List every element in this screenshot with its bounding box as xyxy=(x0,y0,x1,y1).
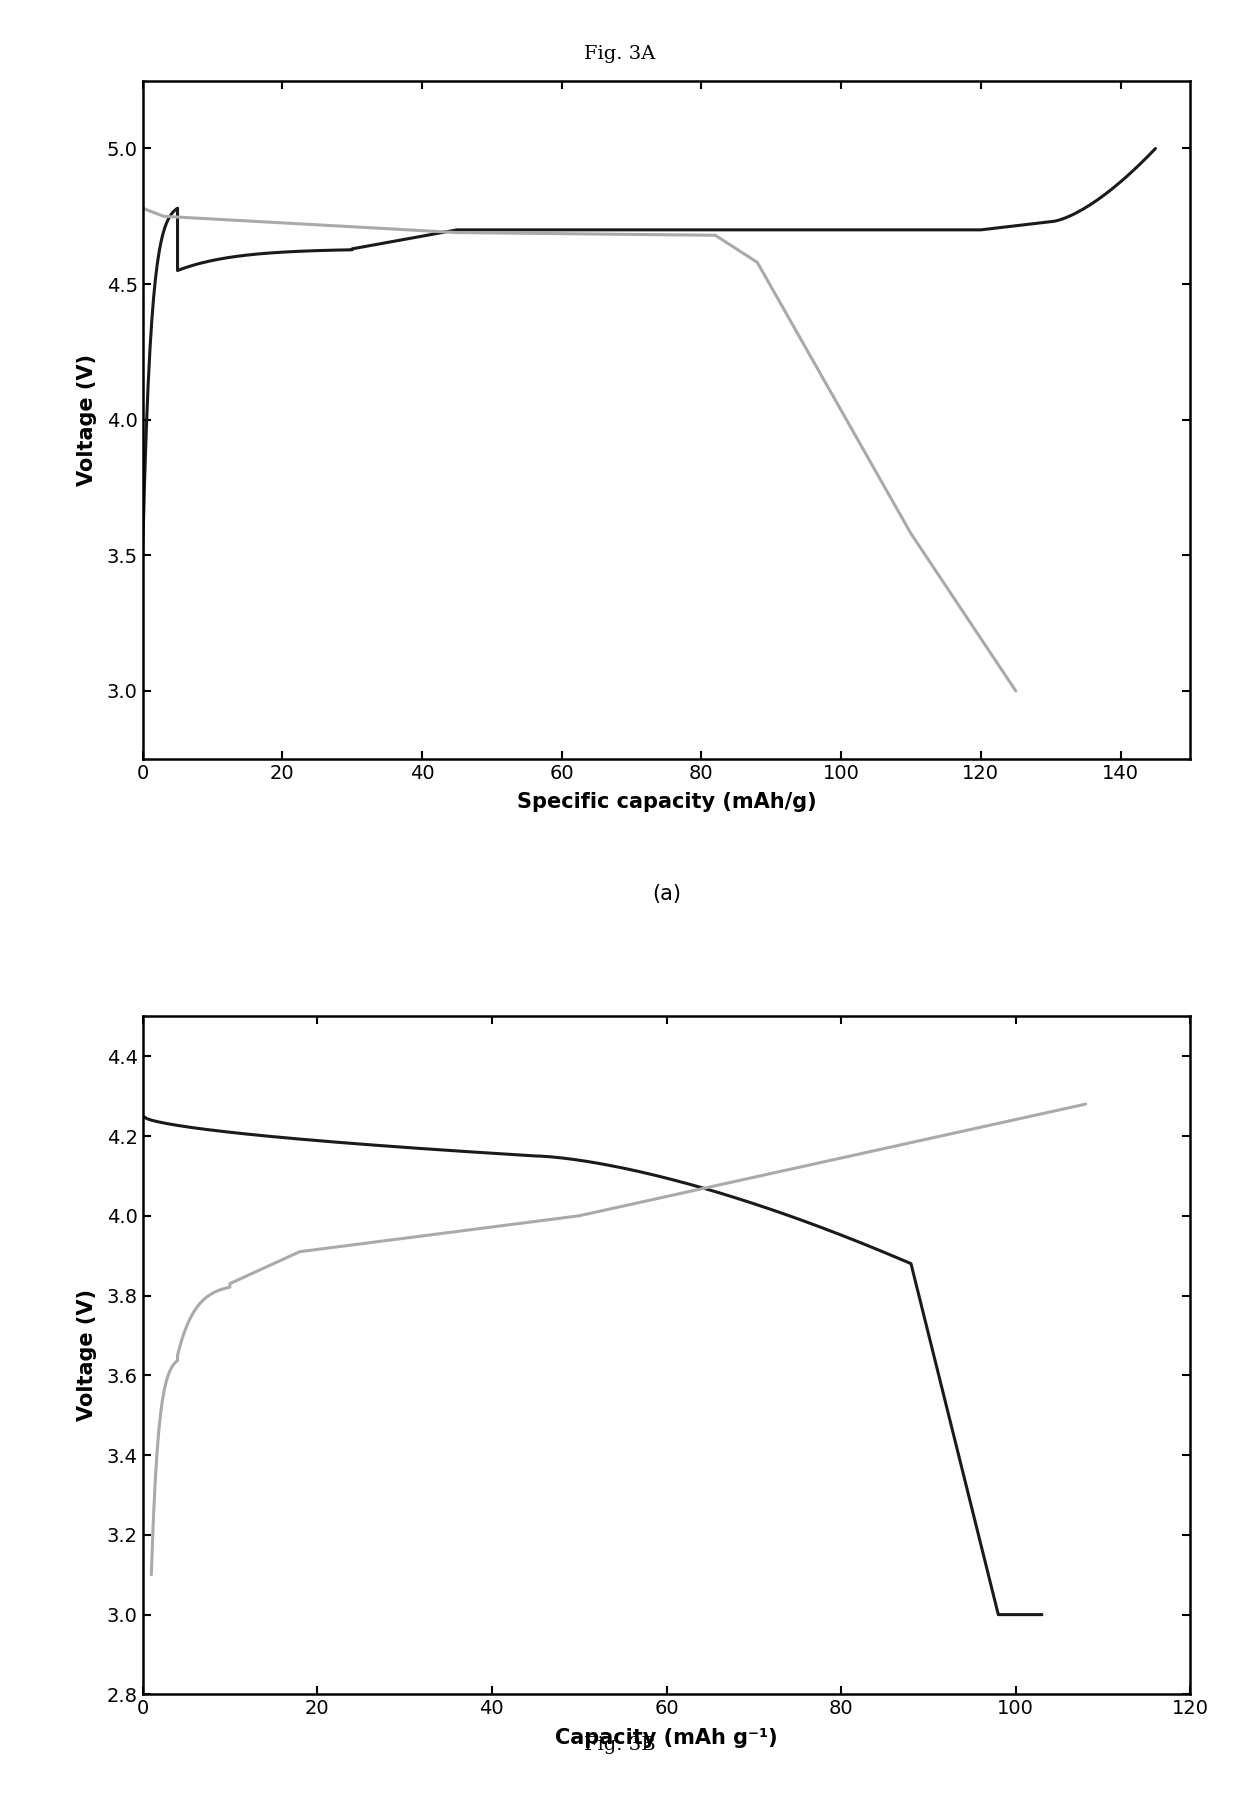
Text: Fig. 3A: Fig. 3A xyxy=(584,45,656,63)
Y-axis label: Voltage (V): Voltage (V) xyxy=(77,1289,97,1422)
Text: Fig. 3B: Fig. 3B xyxy=(584,1736,656,1754)
Text: (a): (a) xyxy=(652,884,681,904)
Y-axis label: Voltage (V): Voltage (V) xyxy=(77,353,97,486)
X-axis label: Capacity (mAh g⁻¹): Capacity (mAh g⁻¹) xyxy=(556,1728,777,1748)
X-axis label: Specific capacity (mAh/g): Specific capacity (mAh/g) xyxy=(517,793,816,812)
